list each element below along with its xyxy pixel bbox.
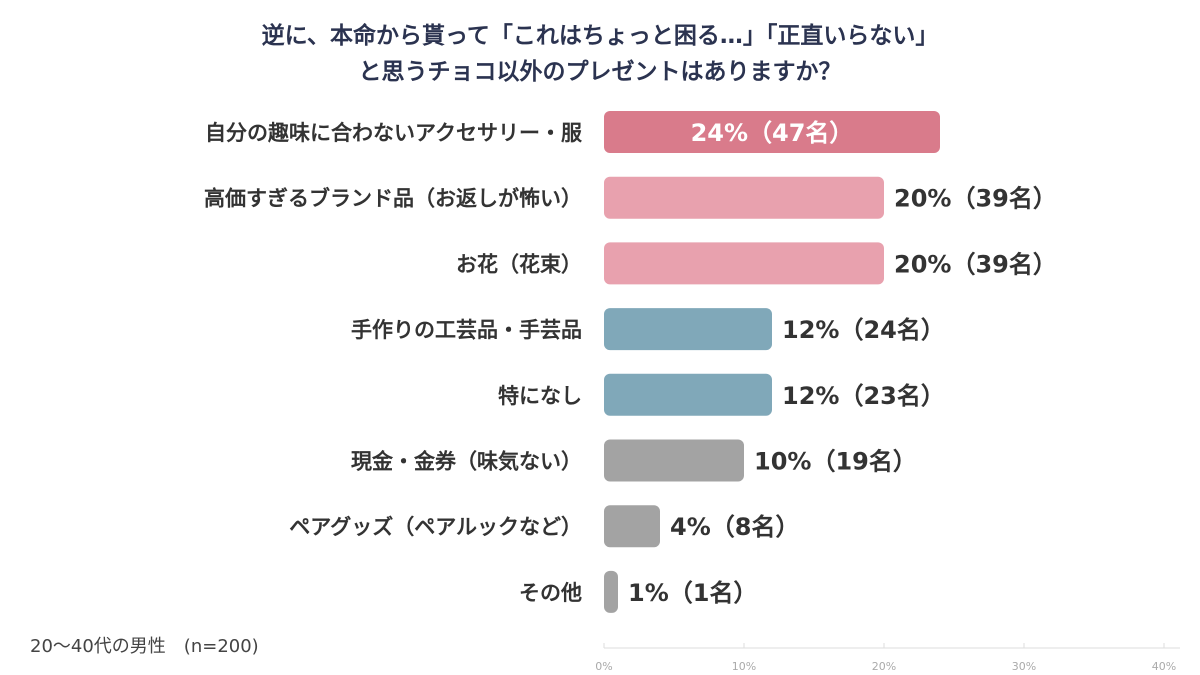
bar: [604, 439, 744, 482]
bar: [604, 373, 772, 416]
sample-note: 20〜40代の男性 (n=200): [30, 636, 259, 657]
data-label: 24%（47名）: [691, 119, 854, 147]
bar: [604, 111, 940, 153]
x-tick-label: 0%: [595, 660, 612, 673]
category-label: その他: [519, 581, 582, 605]
x-tick-label: 10%: [732, 660, 756, 673]
data-label: 20%（39名）: [894, 185, 1057, 213]
chart-title: 逆に、本命から貰って「これはちょっと困る…」「正直いらない」 と思うチョコ以外の…: [0, 18, 1200, 90]
category-label: 自分の趣味に合わないアクセサリー・服: [205, 121, 583, 145]
category-label: ペアグッズ（ペアルックなど）: [289, 515, 582, 539]
x-tick-label: 30%: [1012, 660, 1036, 673]
x-tick-label: 40%: [1152, 660, 1176, 673]
category-label: 特になし: [498, 384, 582, 408]
bar: [604, 242, 884, 285]
category-label: 手作りの工芸品・手芸品: [351, 318, 582, 342]
chart-title-line-2: と思うチョコ以外のプレゼントはありますか？: [358, 59, 842, 85]
data-label: 20%（39名）: [894, 250, 1057, 278]
category-label: 現金・金券（味気ない）: [351, 450, 582, 474]
data-label: 10%（19名）: [754, 448, 917, 476]
chart-title-line-1: 逆に、本命から貰って「これはちょっと困る…」「正直いらない」: [261, 23, 939, 49]
bar: [604, 505, 660, 548]
data-label: 12%（23名）: [782, 382, 945, 410]
category-label: お花（花束）: [456, 252, 582, 276]
data-label: 4%（8名）: [670, 513, 799, 541]
x-tick-label: 20%: [872, 660, 896, 673]
data-label: 1%（1名）: [628, 579, 757, 607]
bar: [604, 308, 772, 351]
data-label: 12%（24名）: [782, 316, 945, 344]
bar: [604, 176, 884, 219]
bar: [604, 570, 618, 613]
category-label: 高価すぎるブランド品（お返しが怖い）: [204, 187, 582, 211]
